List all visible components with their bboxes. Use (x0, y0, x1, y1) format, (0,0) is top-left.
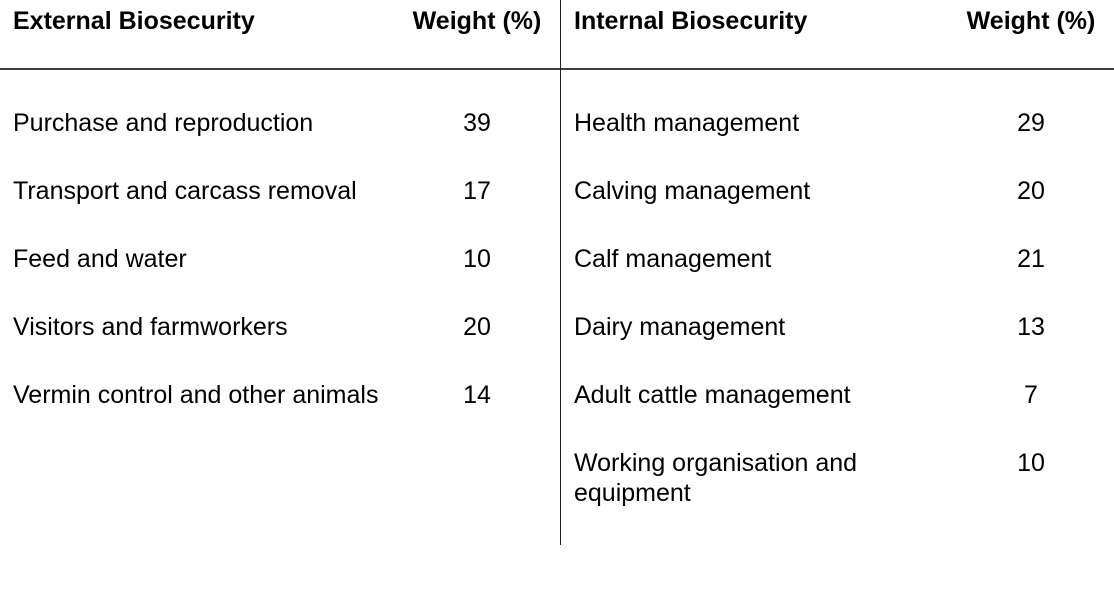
header-rule (0, 68, 1114, 70)
row-label: Dairy management (574, 313, 786, 341)
internal-header-row: Internal Biosecurity Weight (%) (561, 0, 1114, 70)
table-row: Purchase and reproduction 39 (0, 108, 560, 176)
row-label: Calving management (574, 177, 811, 205)
row-label: Feed and water (13, 245, 187, 273)
column-header-category: Internal Biosecurity (574, 7, 808, 35)
row-label: Transport and carcass removal (13, 177, 357, 205)
row-weight-value: 20 (463, 313, 491, 341)
row-weight-value: 29 (1017, 109, 1045, 137)
row-weight-value: 7 (1024, 381, 1038, 409)
internal-rows: Health management 29 Calving management … (561, 70, 1114, 516)
table-row: Visitors and farmworkers 20 (0, 312, 560, 380)
panel-divider (560, 0, 561, 545)
row-label: Health management (574, 109, 800, 137)
row-label: Purchase and reproduction (13, 109, 314, 137)
table-row: Feed and water 10 (0, 244, 560, 312)
row-label: Adult cattle management (574, 381, 851, 409)
column-header-weight: Weight (%) (966, 7, 1096, 35)
external-biosecurity-panel: External Biosecurity Weight (%) Purchase… (0, 0, 560, 448)
table-row: Transport and carcass removal 17 (0, 176, 560, 244)
row-weight-value: 21 (1017, 245, 1045, 273)
row-weight-value: 20 (1017, 177, 1045, 205)
row-weight-value: 39 (463, 109, 491, 137)
table-row: Calving management 20 (561, 176, 1114, 244)
row-weight-value: 14 (463, 381, 491, 409)
row-label: Vermin control and other animals (13, 381, 379, 409)
internal-biosecurity-panel: Internal Biosecurity Weight (%) Health m… (561, 0, 1114, 601)
table-row: Working organisation and equipment 10 (561, 448, 1114, 516)
row-weight-value: 10 (1017, 449, 1045, 477)
row-weight-value: 17 (463, 177, 491, 205)
row-label: Visitors and farmworkers (13, 313, 288, 341)
row-weight-value: 10 (463, 245, 491, 273)
table-row: Adult cattle management 7 (561, 380, 1114, 448)
external-rows: Purchase and reproduction 39 Transport a… (0, 70, 560, 448)
row-label: Working organisation and equipment (574, 449, 858, 507)
table-row: Dairy management 13 (561, 312, 1114, 380)
column-header-category: External Biosecurity (13, 7, 255, 35)
table-row: Health management 29 (561, 108, 1114, 176)
row-weight-value: 13 (1017, 313, 1045, 341)
table-row: Vermin control and other animals 14 (0, 380, 560, 448)
column-header-weight: Weight (%) (412, 7, 542, 35)
table-row: Calf management 21 (561, 244, 1114, 312)
external-header-row: External Biosecurity Weight (%) (0, 0, 560, 70)
row-label: Calf management (574, 245, 772, 273)
